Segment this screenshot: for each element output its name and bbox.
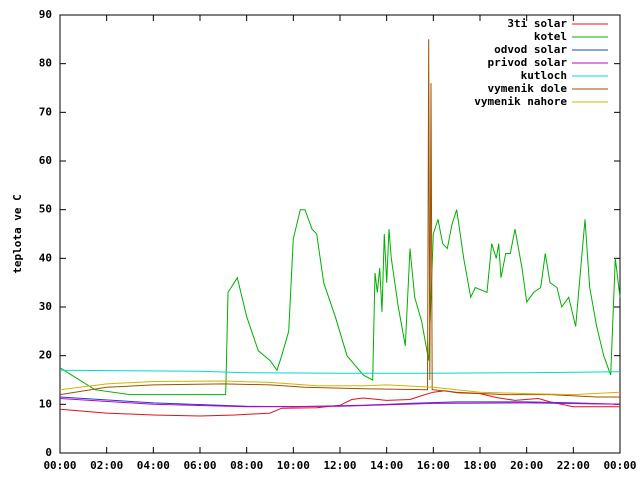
legend-label: odvod solar: [494, 43, 567, 56]
x-tick-label: 12:00: [323, 459, 356, 472]
x-tick-label: 18:00: [463, 459, 496, 472]
y-tick-label: 70: [39, 105, 52, 118]
x-tick-label: 02:00: [90, 459, 123, 472]
y-tick-label: 90: [39, 8, 52, 21]
series-line: [59, 380, 621, 396]
y-axis-label: teplota ve C: [11, 194, 24, 273]
x-tick-label: 20:00: [510, 459, 543, 472]
x-tick-label: 10:00: [277, 459, 310, 472]
y-tick-label: 80: [39, 57, 52, 70]
y-tick-label: 40: [39, 251, 52, 264]
x-tick-label: 06:00: [183, 459, 216, 472]
series-line: [59, 209, 621, 396]
series-line: [59, 369, 621, 374]
legend-label: vymenik dole: [488, 82, 568, 95]
x-tick-label: 00:00: [603, 459, 636, 472]
legend-label: kutloch: [521, 69, 567, 82]
legend-label: 3ti solar: [507, 17, 567, 30]
y-tick-label: 50: [39, 203, 52, 216]
x-tick-label: 14:00: [370, 459, 403, 472]
x-tick-label: 08:00: [230, 459, 263, 472]
legend-label: kotel: [534, 30, 567, 43]
legend-label: vymenik nahore: [474, 95, 567, 108]
legend-label: privod solar: [488, 56, 568, 69]
series-line: [59, 398, 621, 408]
series-line: [59, 39, 620, 398]
x-tick-label: 16:00: [417, 459, 450, 472]
y-tick-label: 10: [39, 397, 52, 410]
y-tick-label: 60: [39, 154, 52, 167]
y-tick-label: 20: [39, 349, 52, 362]
x-tick-label: 04:00: [137, 459, 170, 472]
x-tick-label: 22:00: [557, 459, 590, 472]
series-line: [59, 390, 620, 417]
y-tick-label: 0: [45, 446, 52, 459]
y-tick-label: 30: [39, 300, 52, 313]
x-tick-label: 00:00: [43, 459, 76, 472]
